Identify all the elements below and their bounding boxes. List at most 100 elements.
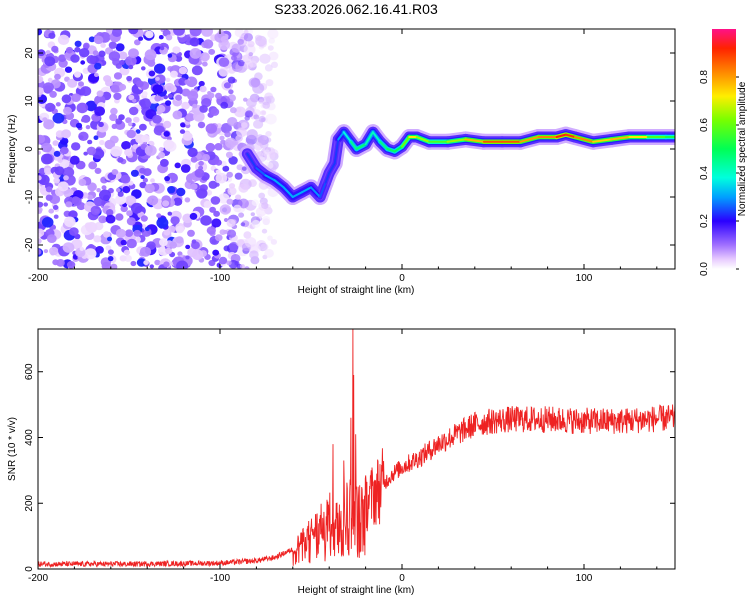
spectrogram-noise-blob bbox=[192, 103, 198, 109]
spectrogram-noise-blob bbox=[115, 194, 127, 205]
spectrogram-noise-blob bbox=[115, 63, 123, 69]
spectrogram-noise-blob bbox=[118, 51, 128, 60]
spectrogram-noise-blob bbox=[201, 29, 213, 37]
spectrogram-noise-blob bbox=[258, 99, 264, 104]
spectrogram-noise-blob bbox=[122, 186, 131, 194]
spectrogram-noise-blob bbox=[226, 171, 233, 178]
spectrogram-noise-blob bbox=[268, 51, 279, 61]
spectrogram-noise-blob bbox=[268, 37, 276, 44]
spectrogram-noise-blob bbox=[87, 194, 94, 200]
spectrogram-noise-blob bbox=[138, 36, 144, 41]
spectrogram-ridge-core bbox=[282, 186, 294, 198]
spectrogram-noise-blob bbox=[243, 231, 252, 239]
spectrogram-noise-blob bbox=[118, 83, 127, 91]
spectrogram-noise-blob bbox=[38, 249, 42, 255]
spectrogram-noise-blob bbox=[93, 135, 99, 140]
spectrogram-noise-blob bbox=[41, 153, 53, 165]
spectrogram-noise-blob bbox=[147, 195, 159, 206]
spectrogram-noise-blob bbox=[124, 148, 133, 157]
spectrogram-noise-blob bbox=[100, 42, 106, 48]
spectrogram-ridge-core bbox=[319, 181, 327, 198]
x-tick-label: 0 bbox=[399, 273, 405, 284]
snr-x-label: Height of straight line (km) bbox=[298, 585, 415, 596]
spectrogram-noise-blob bbox=[184, 79, 191, 85]
spectrogram-noise-blob bbox=[210, 107, 220, 116]
spectrogram-noise-blob bbox=[235, 194, 242, 200]
spectrogram-noise-blob bbox=[162, 200, 170, 207]
spectrogram-noise-blob bbox=[110, 84, 120, 93]
spectrogram-ridge-core bbox=[564, 133, 576, 138]
spectrogram-noise-blob bbox=[55, 102, 61, 107]
spectrogram-noise-blob bbox=[107, 256, 114, 262]
spectrogram-noise-blob bbox=[158, 147, 164, 152]
spectrogram-noise-blob bbox=[128, 64, 134, 70]
y-tick-label: 600 bbox=[24, 363, 35, 380]
spectrogram-noise-blob bbox=[251, 199, 259, 206]
spectrogram-noise-blob bbox=[85, 100, 97, 112]
spectrogram-noise-blob bbox=[163, 131, 170, 137]
spectrogram-noise-blob bbox=[142, 177, 148, 183]
spectrogram-noise-blob bbox=[163, 261, 170, 268]
spectrogram-ridge-core bbox=[337, 131, 345, 141]
spectrogram-ridge-core bbox=[310, 186, 322, 198]
spectrogram-noise-blob bbox=[44, 56, 56, 67]
spectrogram-noise-blob bbox=[224, 131, 231, 138]
spectrogram-noise-blob bbox=[61, 129, 72, 139]
snr-y-label: SNR (10 * v/v) bbox=[7, 417, 18, 481]
spectrogram-noise-blob bbox=[175, 94, 182, 101]
spectrogram-noise-blob bbox=[235, 134, 243, 142]
spectrogram-noise-blob bbox=[247, 40, 255, 48]
spectrogram-noise-blob bbox=[261, 202, 269, 210]
spectrogram-noise-blob bbox=[140, 215, 148, 222]
spectrogram-noise-blob bbox=[170, 70, 178, 78]
spectrogram-noise-blob bbox=[234, 261, 240, 266]
spectrogram-noise-blob bbox=[202, 61, 208, 67]
spectrogram-noise-blob bbox=[38, 134, 46, 144]
spectrogram-noise-blob bbox=[253, 142, 263, 151]
spectrogram-noise-blob bbox=[126, 210, 133, 217]
spectrogram-noise-blob bbox=[156, 213, 162, 218]
spectrogram-noise-blob bbox=[190, 156, 198, 163]
spectrogram-noise-blob bbox=[159, 46, 165, 51]
spectrogram-noise-blob bbox=[167, 186, 176, 194]
spectrogram-noise-blob bbox=[210, 196, 221, 205]
spectrogram-noise-blob bbox=[52, 205, 59, 210]
spectrogram-noise-blob bbox=[47, 77, 53, 83]
spectrogram-noise-blob bbox=[63, 155, 69, 161]
x-tick-label: -100 bbox=[210, 573, 230, 584]
spectrogram-noise-blob bbox=[167, 93, 173, 99]
spectrogram-noise-blob bbox=[228, 156, 238, 165]
x-tick-label: 100 bbox=[576, 273, 593, 284]
spectrogram-noise-blob bbox=[88, 36, 96, 43]
spectrogram-ridge-core bbox=[379, 140, 389, 150]
spectrogram-noise-blob bbox=[52, 112, 65, 124]
spectrogram-noise-blob bbox=[267, 235, 273, 241]
y-tick-label: 10 bbox=[24, 95, 35, 107]
spectrogram-noise-blob bbox=[38, 175, 42, 181]
spectrogram-noise-blob bbox=[139, 123, 147, 131]
spectrogram-noise-blob bbox=[132, 144, 139, 150]
spectrogram-noise-blob bbox=[99, 189, 111, 201]
spectrogram-noise-blob bbox=[86, 146, 97, 156]
spectrogram-noise-blob bbox=[223, 82, 231, 89]
spectrogram-noise-blob bbox=[264, 161, 270, 166]
spectrogram-noise-blob bbox=[38, 233, 42, 238]
spectrogram-noise-blob bbox=[248, 52, 254, 57]
spectrogram-noise-blob bbox=[226, 260, 232, 266]
spectrogram-noise-blob bbox=[165, 34, 173, 41]
spectrogram-noise-blob bbox=[198, 160, 204, 166]
spectrogram-noise-blob bbox=[199, 85, 207, 93]
spectrogram-noise-blob bbox=[57, 34, 70, 45]
spectrogram-noise-blob bbox=[129, 106, 139, 116]
spectrogram-noise-blob bbox=[45, 194, 53, 201]
spectrogram-noise-blob bbox=[43, 202, 48, 207]
spectrogram-ridge-core bbox=[291, 191, 303, 198]
spectrogram-noise-blob bbox=[187, 90, 199, 101]
spectrogram-noise-blob bbox=[154, 63, 166, 74]
spectrogram-noise-blob bbox=[136, 258, 147, 267]
spectrogram-noise-blob bbox=[172, 110, 183, 120]
spectrogram-noise-blob bbox=[148, 70, 156, 77]
spectrogram-noise-blob bbox=[218, 57, 230, 67]
colorbar-ticks: 0.0 0.2 0.4 0.6 0.8 bbox=[699, 70, 739, 276]
